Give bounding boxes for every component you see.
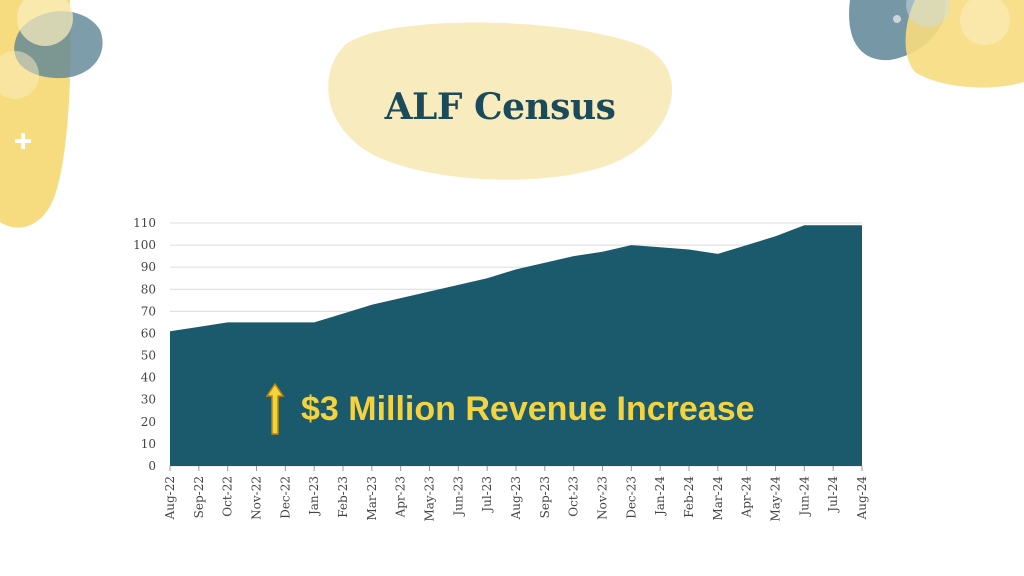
x-tick-label: Mar-23 [365,476,379,521]
page-title: ALF Census [384,86,616,128]
x-tick-label: Oct-22 [221,476,235,517]
x-tick-label: Nov-23 [596,476,610,520]
chart-area-layer [170,225,862,466]
blob-light-circle-4 [906,0,950,27]
y-tick-label: 40 [141,371,156,385]
y-tick-label: 110 [133,216,156,230]
x-tick-label: Nov-22 [250,476,264,520]
y-tick-label: 90 [141,260,156,274]
x-tick-label: May-24 [769,476,783,522]
x-tick-label: Apr-24 [740,476,754,519]
callout-text: $3 Million Revenue Increase [301,389,755,428]
blob-light-circle-3 [960,0,1010,45]
y-tick-label: 100 [133,238,156,252]
y-tick-label: 10 [141,437,156,451]
x-tick-label: Mar-24 [711,476,725,521]
x-tick-label: Sep-23 [538,476,552,518]
x-tick-label: Jul-23 [480,476,494,514]
blob-light-circle-2 [0,51,39,99]
x-tick-label: Aug-22 [163,476,177,520]
blob-light-circle [17,0,73,46]
y-tick-label: 20 [141,415,156,429]
y-tick-label: 80 [141,282,156,296]
y-tick-label: 30 [141,393,156,407]
x-tick-label: Jul-24 [826,476,840,514]
x-tick-label: May-23 [423,476,437,522]
x-tick-label: Apr-23 [394,476,408,518]
y-tick-label: 50 [141,349,156,363]
x-tick-label: Jan-23 [307,476,321,517]
y-tick-label: 60 [141,326,156,340]
x-tick-label: Dec-23 [624,476,638,519]
plus-icon [15,133,31,149]
y-tick-label: 0 [148,459,156,473]
x-tick-label: Feb-23 [336,476,350,518]
x-tick-label: Jun-24 [797,476,811,518]
x-tick-label: Aug-24 [855,476,869,521]
y-axis-ticks: 0 10 20 30 40 50 60 70 80 90 100 110 [133,216,156,473]
x-tick-label: Oct-23 [567,476,581,517]
x-axis-ticks: Aug-22 Sep-22 Oct-22 Nov-22 Dec-22 Jan-23 Feb-… [163,466,869,522]
y-tick-label: 70 [141,304,156,318]
x-tick-label: Sep-22 [192,476,206,518]
x-tick-label: Feb-24 [682,476,696,518]
x-tick-label: Aug-23 [509,476,523,520]
x-tick-label: Jun-23 [451,476,465,518]
revenue-callout: $3 Million Revenue Increase [265,382,755,436]
x-tick-label: Jan-24 [653,476,667,517]
area-series [170,225,862,466]
blob-title-background [328,22,673,180]
up-arrow-icon [265,382,285,435]
x-tick-label: Dec-22 [278,476,292,519]
